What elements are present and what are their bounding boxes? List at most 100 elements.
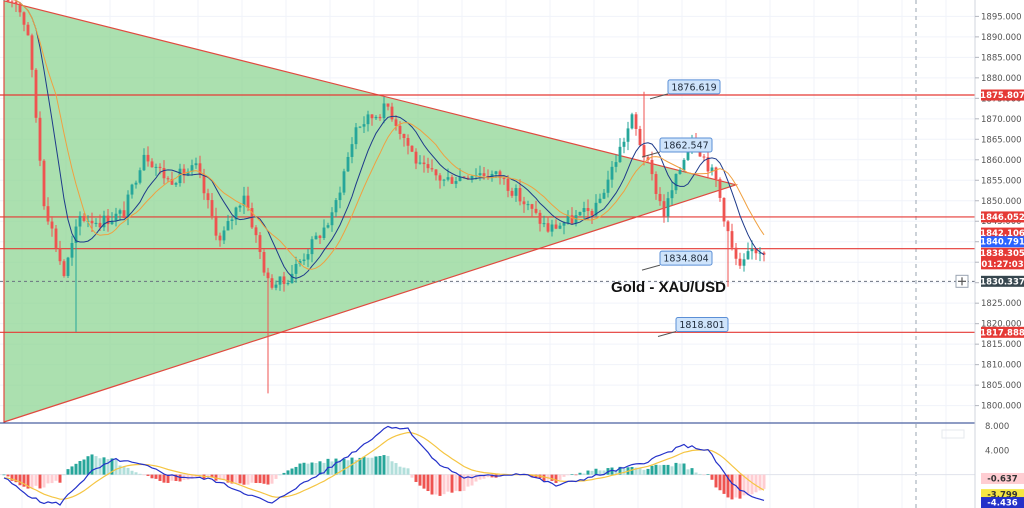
macd-histogram-bar — [158, 474, 162, 481]
price-tick-label: 1885.000 — [981, 53, 1022, 63]
macd-histogram-bar — [186, 474, 190, 480]
macd-badge — [981, 489, 1024, 501]
candle-down — [54, 228, 58, 248]
candle-up — [674, 173, 678, 191]
candle-up — [750, 248, 754, 252]
macd-histogram-bar — [102, 457, 106, 475]
macd-histogram-bar — [546, 474, 550, 480]
macd-histogram-bar — [530, 474, 534, 478]
macd-badge — [981, 497, 1024, 508]
candle-down — [658, 193, 662, 202]
candle-up — [190, 165, 194, 172]
candle-up — [142, 154, 146, 171]
candle-down — [198, 163, 202, 175]
macd-histogram-bar — [370, 457, 374, 475]
callout-label: 1876.619 — [671, 82, 716, 93]
macd-histogram-bar — [430, 474, 434, 495]
macd-histogram-bar — [630, 467, 634, 475]
macd-histogram-bar — [66, 469, 70, 475]
macd-histogram-bar — [334, 458, 338, 475]
candle-down — [34, 69, 38, 118]
candle-down — [318, 235, 322, 238]
macd-histogram-bar — [382, 455, 386, 475]
callout-label: 1834.804 — [663, 254, 708, 265]
candle-down — [150, 161, 154, 168]
macd-histogram-bar — [458, 474, 462, 492]
macd-histogram-bar — [542, 474, 546, 482]
triangle-shape — [3, 0, 739, 423]
candle-down — [426, 164, 430, 169]
candle-down — [714, 167, 718, 180]
price-tick-label: 1815.000 — [981, 340, 1022, 350]
macd-histogram-bar — [114, 459, 118, 475]
candle-down — [406, 138, 410, 146]
price-badge-label: 1842.106 — [980, 229, 1024, 239]
macd-histogram-bar — [290, 468, 294, 475]
candle-down — [10, 1, 14, 3]
macd-histogram-bar — [550, 474, 554, 481]
candle-up — [678, 169, 682, 174]
macd-histogram-bar — [706, 474, 710, 475]
candle-down — [182, 168, 186, 176]
candle-down — [146, 154, 150, 162]
macd-histogram-bar — [754, 474, 758, 493]
price-tick-label: 1805.000 — [981, 381, 1022, 391]
moving-averages — [12, 0, 765, 279]
macd-histogram-bar — [570, 474, 574, 475]
macd-histogram-bar — [686, 469, 690, 475]
macd-histogram-bar — [746, 474, 750, 496]
candle-down — [450, 177, 454, 184]
macd-histogram-bar — [330, 461, 334, 475]
macd-histogram-bar — [446, 474, 450, 492]
macd-histogram-bar — [674, 462, 678, 475]
macd-histogram-bar — [150, 474, 154, 479]
macd-histogram-bar — [54, 474, 58, 481]
candle-down — [262, 252, 266, 273]
price-badges: 1875.807 1846.052 1842.1061840.7911838.305… — [980, 89, 1024, 508]
candle-up — [186, 171, 190, 176]
macd-histogram-bar — [534, 474, 538, 478]
candle-down — [202, 174, 206, 194]
macd-histogram-bar — [474, 474, 478, 482]
candle-down — [162, 168, 166, 179]
candle-up — [110, 220, 114, 225]
candle-up — [322, 227, 326, 238]
candle-down — [6, 0, 10, 2]
macd-histogram-bar — [194, 474, 198, 478]
callout-label: 1862.547 — [663, 141, 708, 152]
candle-down — [586, 208, 590, 211]
macd-histogram-bar — [250, 474, 254, 483]
candle-up — [306, 254, 310, 260]
candle-up — [226, 220, 230, 231]
candle-up — [710, 167, 714, 172]
macd-histogram-bar — [190, 474, 194, 479]
macd-histogram-bar — [278, 474, 282, 476]
macd-histogram-bar — [418, 474, 422, 486]
macd-histogram-bar — [262, 474, 266, 484]
candle-up — [274, 284, 278, 288]
macd-histogram-bar — [394, 463, 398, 475]
macd-histogram-bar — [562, 474, 566, 477]
candle-down — [642, 145, 646, 158]
moving-average-slow — [12, 0, 765, 270]
candle-up — [194, 163, 198, 166]
candle-down — [762, 252, 766, 255]
macd-histogram-bar — [294, 466, 298, 475]
macd-histogram-bar — [270, 474, 274, 484]
macd-histogram-bar — [90, 454, 94, 475]
macd-histogram-bar — [314, 463, 318, 475]
macd-line — [3, 425, 765, 506]
candle-up — [346, 156, 350, 172]
macd-histogram-bar — [174, 474, 178, 481]
candle-down — [386, 103, 390, 107]
macd-histogram-bar — [298, 463, 302, 475]
macd-histogram-bar — [106, 459, 110, 475]
macd-histogram-bar — [662, 464, 666, 475]
macd-histogram-bar — [302, 462, 306, 475]
candle-down — [510, 190, 514, 196]
candle-down — [462, 176, 466, 178]
candle-down — [438, 175, 442, 181]
macd-histogram-bar — [338, 460, 342, 475]
macd-histogram-bar — [178, 474, 182, 482]
